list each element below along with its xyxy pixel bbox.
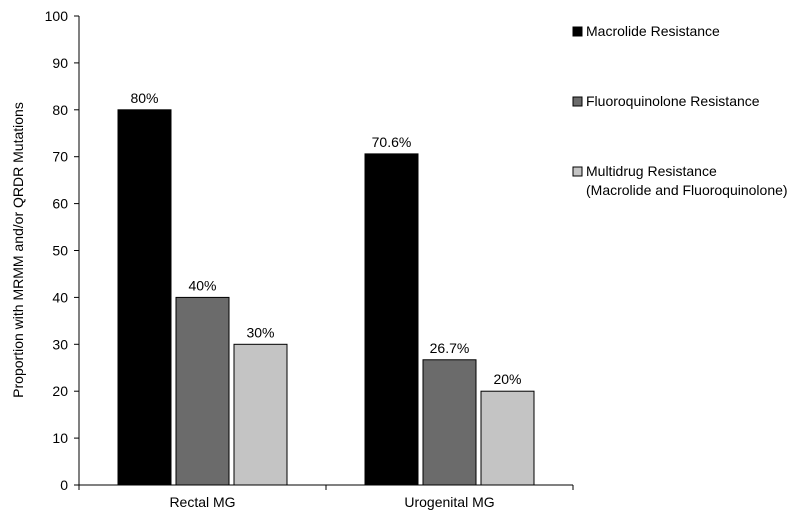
legend-swatch bbox=[572, 166, 583, 177]
legend-label: Fluoroquinolone Resistance bbox=[586, 93, 760, 109]
bars bbox=[117, 109, 535, 486]
bar-value-label: 70.6% bbox=[372, 134, 412, 150]
bar-value-label: 40% bbox=[188, 277, 216, 293]
axes: 0 10 20 30 40 50 60 70 80 90 100 Rectal MG Urogenita… bbox=[45, 8, 574, 510]
bar-value-label: 80% bbox=[130, 90, 158, 106]
y-tick-label: 0 bbox=[60, 477, 68, 493]
y-tick-label: 70 bbox=[52, 149, 68, 165]
y-tick-label: 80 bbox=[52, 102, 68, 118]
bar bbox=[422, 359, 477, 486]
y-tick-label: 90 bbox=[52, 55, 68, 71]
y-tick-label: 10 bbox=[52, 430, 68, 446]
data-labels: 80% 70.6% 40% 26.7% 30% 20% bbox=[130, 90, 521, 387]
x-category-label: Urogenital MG bbox=[404, 494, 494, 510]
legend-swatch bbox=[572, 26, 583, 37]
y-tick-label: 60 bbox=[52, 196, 68, 212]
y-tick-label: 20 bbox=[52, 383, 68, 399]
bar-value-label: 30% bbox=[246, 324, 274, 340]
legend-label: Multidrug Resistance bbox=[586, 163, 717, 179]
bar bbox=[233, 343, 288, 486]
legend-label: Macrolide Resistance bbox=[586, 23, 720, 39]
bar-value-label: 20% bbox=[493, 371, 521, 387]
bar bbox=[175, 296, 230, 486]
y-tick-label: 50 bbox=[52, 243, 68, 259]
bar-value-label: 26.7% bbox=[430, 340, 470, 356]
legend-label-line2: (Macrolide and Fluoroquinolone) bbox=[586, 182, 788, 198]
y-tick-label: 100 bbox=[45, 8, 69, 24]
bar bbox=[480, 390, 535, 486]
x-category-label: Rectal MG bbox=[169, 494, 235, 510]
bar bbox=[364, 153, 419, 486]
y-tick-label: 30 bbox=[52, 336, 68, 352]
bar bbox=[117, 109, 172, 486]
legend-swatch bbox=[572, 96, 583, 107]
y-axis-title: Proportion with MRMM and/or QRDR Mutatio… bbox=[10, 102, 26, 398]
y-tick-label: 40 bbox=[52, 289, 68, 305]
legend: Macrolide Resistance Fluoroquinolone Resi… bbox=[572, 23, 788, 198]
